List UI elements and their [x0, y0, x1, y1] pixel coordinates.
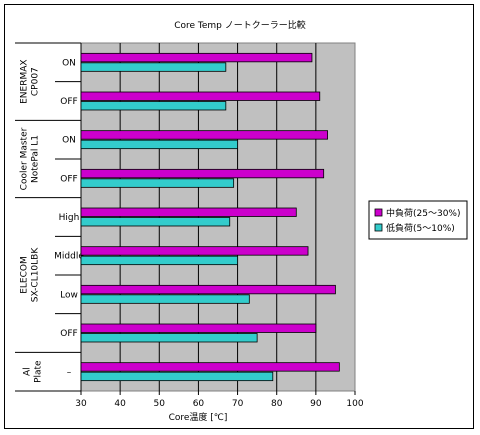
group-label-line: ENERMAX	[20, 59, 30, 103]
bar	[80, 362, 340, 372]
group-label: AlPlate	[23, 360, 44, 383]
group-label: Cooler MasterNotePal L1	[20, 127, 41, 190]
bar	[80, 130, 329, 140]
bar	[80, 333, 258, 343]
legend-label: 中負荷(25～30%)	[386, 207, 460, 219]
bar	[80, 371, 274, 382]
group-label: ENERMAXCP007	[20, 59, 41, 103]
legend-label: 低負荷(5～10%)	[386, 222, 455, 234]
bar	[80, 101, 227, 111]
x-tick-label: 70	[232, 399, 244, 409]
x-tick-label: 60	[193, 399, 205, 409]
x-tick-label: 30	[75, 399, 87, 409]
x-tick-label: 80	[271, 399, 283, 409]
x-tick-label: 50	[154, 399, 166, 409]
category-label: OFF	[60, 97, 77, 107]
bar	[80, 207, 297, 217]
legend-swatch	[374, 223, 383, 232]
group-label-line: Cooler Master	[20, 127, 30, 190]
x-axis-label: Core温度 [℃]	[169, 411, 228, 423]
category-label: OFF	[60, 329, 77, 339]
bar	[80, 323, 317, 333]
chart-title: Core Temp ノートクーラー比較	[174, 19, 306, 31]
category-label: High	[59, 213, 80, 223]
group-label-line: CP007	[31, 67, 41, 96]
bar	[80, 139, 238, 150]
x-tick-label: 100	[346, 399, 363, 409]
x-tick-label: 40	[114, 399, 126, 409]
group-label-line: ELECOM	[20, 256, 30, 294]
plot-area	[80, 42, 356, 392]
group-label-line: SX-CL10LBK	[31, 247, 41, 303]
bar	[80, 62, 227, 72]
bar	[80, 52, 313, 63]
legend-box	[368, 200, 468, 240]
x-tick-label: 90	[310, 399, 322, 409]
category-label: OFF	[60, 174, 77, 184]
bar	[80, 255, 238, 266]
category-label: Middle	[54, 252, 84, 262]
chart-frame: Core Temp ノートクーラー比較 30 40 50 60 70 80 90 100 Core…	[4, 4, 474, 429]
legend-swatch	[374, 208, 383, 217]
bar	[80, 246, 309, 256]
bar	[80, 217, 231, 227]
category-label: Low	[60, 290, 78, 300]
group-label-line: Al	[23, 367, 33, 376]
chart-svg: Core Temp ノートクーラー比較 30 40 50 60 70 80 90 100 Core…	[15, 19, 468, 423]
bar	[80, 178, 235, 188]
category-label: ON	[62, 136, 76, 146]
group-label: ELECOMSX-CL10LBK	[20, 247, 41, 303]
bar	[80, 168, 325, 179]
bar	[80, 284, 336, 295]
category-label: –	[67, 368, 72, 378]
bar	[80, 294, 250, 304]
group-label-line: Plate	[34, 360, 44, 383]
bar	[80, 91, 321, 101]
category-label: ON	[62, 58, 76, 68]
group-label-line: NotePal L1	[31, 135, 41, 183]
